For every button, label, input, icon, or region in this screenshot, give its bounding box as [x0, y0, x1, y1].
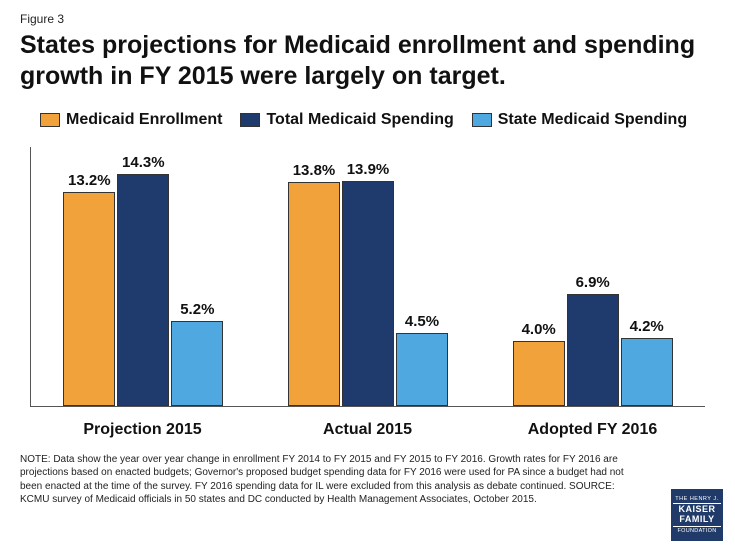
bar-state: 4.2%	[621, 147, 673, 406]
bar-rect	[63, 192, 115, 406]
bar-rect	[171, 321, 223, 405]
bar-rect	[567, 294, 619, 406]
legend-swatch	[472, 113, 492, 127]
x-axis-label: Adopted FY 2016	[480, 413, 705, 439]
legend-item-total: Total Medicaid Spending	[240, 111, 453, 129]
bar-rect	[342, 181, 394, 406]
legend-swatch	[240, 113, 260, 127]
logo-top: THE HENRY J.	[673, 496, 721, 504]
bar-value-label: 13.2%	[68, 172, 111, 189]
figure-label: Figure 3	[20, 12, 715, 26]
legend-label: Medicaid Enrollment	[66, 111, 222, 129]
bar-total: 14.3%	[117, 147, 169, 406]
logo-mid2: FAMILY	[673, 515, 721, 525]
x-axis-labels: Projection 2015Actual 2015Adopted FY 201…	[30, 413, 705, 439]
bar-rect	[396, 333, 448, 406]
bar-value-label: 4.2%	[630, 318, 664, 335]
bar-value-label: 13.8%	[293, 162, 336, 179]
bar-total: 13.9%	[342, 147, 394, 406]
bar-value-label: 13.9%	[347, 161, 390, 178]
bar-state: 5.2%	[171, 147, 223, 406]
bar-group: 13.2% 14.3% 5.2%	[31, 147, 256, 406]
bar-group: 4.0% 6.9% 4.2%	[480, 147, 705, 406]
bar-value-label: 14.3%	[122, 154, 165, 171]
chart-notes: NOTE: Data show the year over year chang…	[20, 453, 715, 507]
x-axis-label: Actual 2015	[255, 413, 480, 439]
legend-item-state: State Medicaid Spending	[472, 111, 687, 129]
legend-label: Total Medicaid Spending	[266, 111, 453, 129]
bar-rect	[117, 174, 169, 405]
bar-rect	[621, 338, 673, 406]
legend-label: State Medicaid Spending	[498, 111, 687, 129]
bar-state: 4.5%	[396, 147, 448, 406]
x-axis-label: Projection 2015	[30, 413, 255, 439]
chart-plot-area: 13.2% 14.3% 5.2% 13.8% 13.9% 4.5% 4.0% 6.9% 4.2%	[30, 147, 705, 407]
bar-enrollment: 13.8%	[288, 147, 340, 406]
bar-enrollment: 13.2%	[63, 147, 115, 406]
kaiser-logo: THE HENRY J. KAISER FAMILY FOUNDATION	[671, 489, 723, 541]
bar-value-label: 5.2%	[180, 301, 214, 318]
legend-swatch	[40, 113, 60, 127]
chart-title: States projections for Medicaid enrollme…	[20, 30, 715, 93]
legend: Medicaid Enrollment Total Medicaid Spendi…	[20, 111, 715, 129]
bar-value-label: 4.5%	[405, 313, 439, 330]
bar-total: 6.9%	[567, 147, 619, 406]
logo-bot: FOUNDATION	[673, 526, 721, 534]
bar-enrollment: 4.0%	[513, 147, 565, 406]
bar-rect	[288, 182, 340, 405]
bar-value-label: 6.9%	[576, 274, 610, 291]
bar-rect	[513, 341, 565, 406]
bar-group: 13.8% 13.9% 4.5%	[256, 147, 481, 406]
legend-item-enrollment: Medicaid Enrollment	[40, 111, 222, 129]
bar-value-label: 4.0%	[522, 321, 556, 338]
